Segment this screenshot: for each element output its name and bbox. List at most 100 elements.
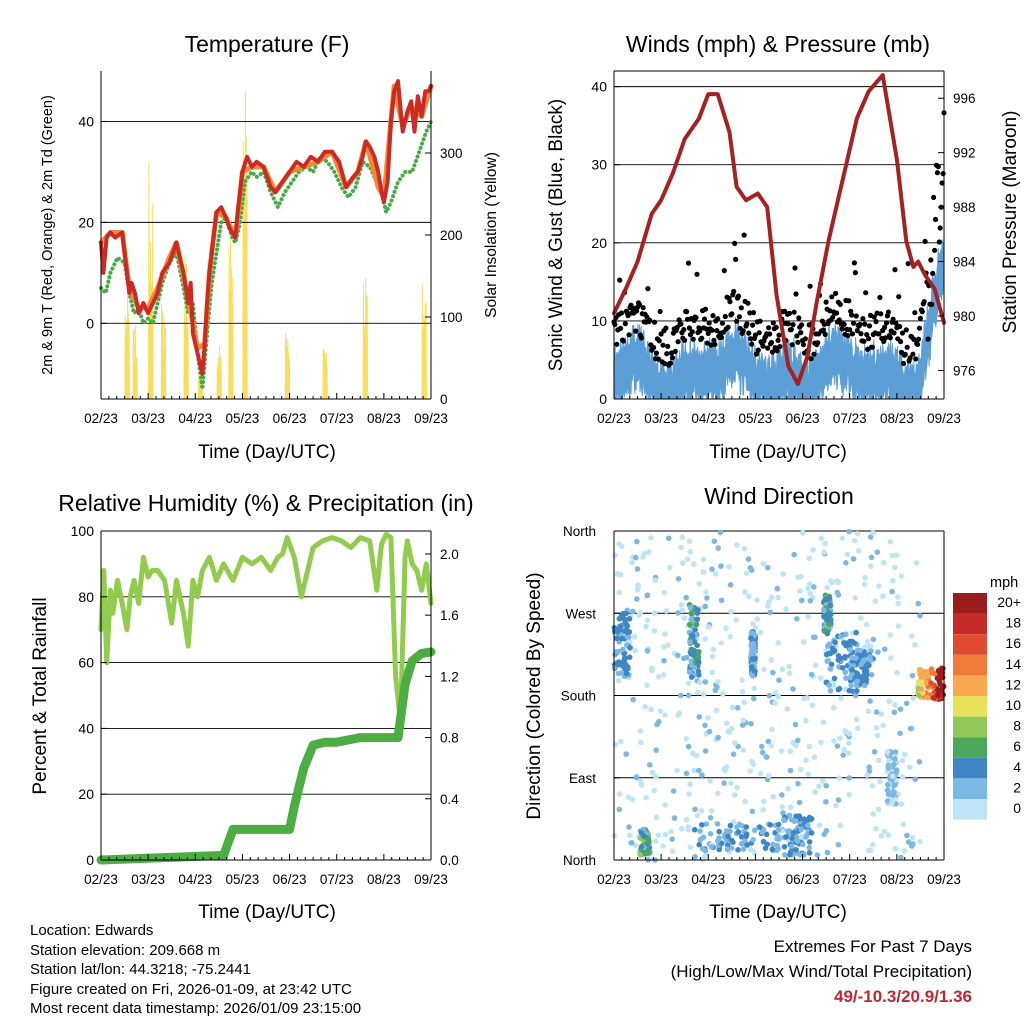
direction-point [793,847,799,853]
direction-point [669,836,675,842]
direction-point [895,594,901,600]
gust-point [898,339,904,345]
direction-point [759,829,766,836]
direction-point [775,827,782,833]
direction-point [901,848,908,854]
direction-point [743,824,750,830]
direction-point [679,534,686,541]
direction-point [835,841,842,848]
direction-point [884,787,891,793]
direction-point [818,535,825,542]
direction-point [903,700,910,707]
gust-point [768,339,775,346]
direction-point [846,791,852,798]
direction-point [691,651,697,657]
gust-point [899,330,906,336]
direction-point [629,559,635,566]
direction-point [754,597,760,603]
direction-x-tick-label: 08/23 [880,872,914,887]
direction-point [848,654,855,661]
gust-point [733,256,739,262]
direction-point [839,665,846,671]
humidity-y-tick-label: 40 [78,720,94,736]
direction-point [805,613,811,620]
gust-point [633,328,639,334]
extremes-heading: Extremes For Past 7 Days [773,937,972,956]
direction-point [760,807,766,813]
direction-point [661,589,668,596]
humidity-y-tick-label: 80 [78,589,94,605]
direction-point [825,643,831,649]
direction-point [876,583,882,589]
direction-point [938,673,944,679]
direction-point [687,639,693,645]
direction-point [822,540,828,547]
colorbar-swatch [953,696,987,717]
gust-point [702,306,709,312]
direction-point [864,772,870,778]
direction-point [783,834,789,840]
gust-point [655,356,661,362]
direction-point [877,778,883,785]
direction-point [623,670,630,677]
direction-point [653,747,659,753]
direction-point [917,612,923,619]
gust-point [892,267,898,273]
gust-point [896,294,902,300]
direction-point [940,665,946,672]
direction-point [644,592,650,599]
gust-point [930,270,936,276]
colorbar-label: 0 [1013,800,1021,816]
direction-point [706,728,713,735]
direction-point [764,754,770,760]
direction-point [750,836,756,843]
direction-point [818,739,824,746]
station-location: Location: Edwards [30,922,154,939]
direction-x-tick-label: 09/23 [927,872,961,887]
direction-point [730,839,736,845]
pressure-y2-tick-label: 988 [953,200,976,215]
gust-point [769,349,776,355]
direction-point [723,625,729,631]
direction-point [853,629,859,636]
direction-point [748,720,754,727]
direction-point [660,843,666,849]
direction-point [836,685,843,692]
direction-point [630,696,636,703]
direction-point [724,846,731,853]
direction-point [617,623,624,630]
direction-y-tick-label: North [563,524,596,539]
direction-point [866,662,872,669]
direction-point [835,592,842,598]
direction-point [621,658,627,665]
gust-point [657,308,663,315]
direction-point [686,538,693,544]
direction-point [685,743,692,750]
gust-point [915,341,921,348]
direction-point [878,833,885,839]
direction-point [928,680,934,686]
gust-point [770,320,776,326]
direction-point [749,673,756,679]
direction-point [754,616,761,622]
direction-point [843,631,849,637]
direction-point [723,764,730,770]
winds-x-tick-label: 06/23 [786,411,820,426]
direction-point [685,680,692,686]
direction-point [873,825,879,832]
winds-y-tick-label: 30 [591,157,607,173]
direction-point [699,772,705,778]
gust-point [919,309,925,315]
direction-point [618,635,625,642]
winds-y-tick-label: 20 [591,235,607,251]
direction-point [867,534,874,540]
colorbar-label: 2 [1013,779,1021,795]
direction-point [742,589,748,595]
direction-point [810,634,817,640]
direction-point [723,720,730,726]
gust-point [651,319,658,325]
direction-point [705,624,712,630]
direction-x-tick-label: 02/23 [597,872,631,887]
direction-point [735,829,742,835]
direction-point [842,669,849,676]
